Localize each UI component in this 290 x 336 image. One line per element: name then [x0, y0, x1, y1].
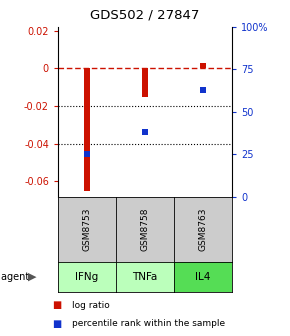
Text: ■: ■ [52, 300, 61, 310]
Text: GSM8753: GSM8753 [82, 208, 92, 251]
Text: ■: ■ [52, 319, 61, 329]
Text: IL4: IL4 [195, 272, 211, 282]
Bar [84, 68, 90, 191]
Text: TNFa: TNFa [132, 272, 158, 282]
Text: ▶: ▶ [28, 272, 36, 282]
Bar [200, 63, 206, 68]
Text: GSM8763: GSM8763 [198, 208, 208, 251]
Text: agent: agent [1, 272, 33, 282]
Text: GSM8758: GSM8758 [140, 208, 150, 251]
Bar [142, 68, 148, 97]
Text: percentile rank within the sample: percentile rank within the sample [72, 319, 226, 328]
Text: IFNg: IFNg [75, 272, 99, 282]
Text: GDS502 / 27847: GDS502 / 27847 [90, 8, 200, 22]
Text: log ratio: log ratio [72, 301, 110, 309]
